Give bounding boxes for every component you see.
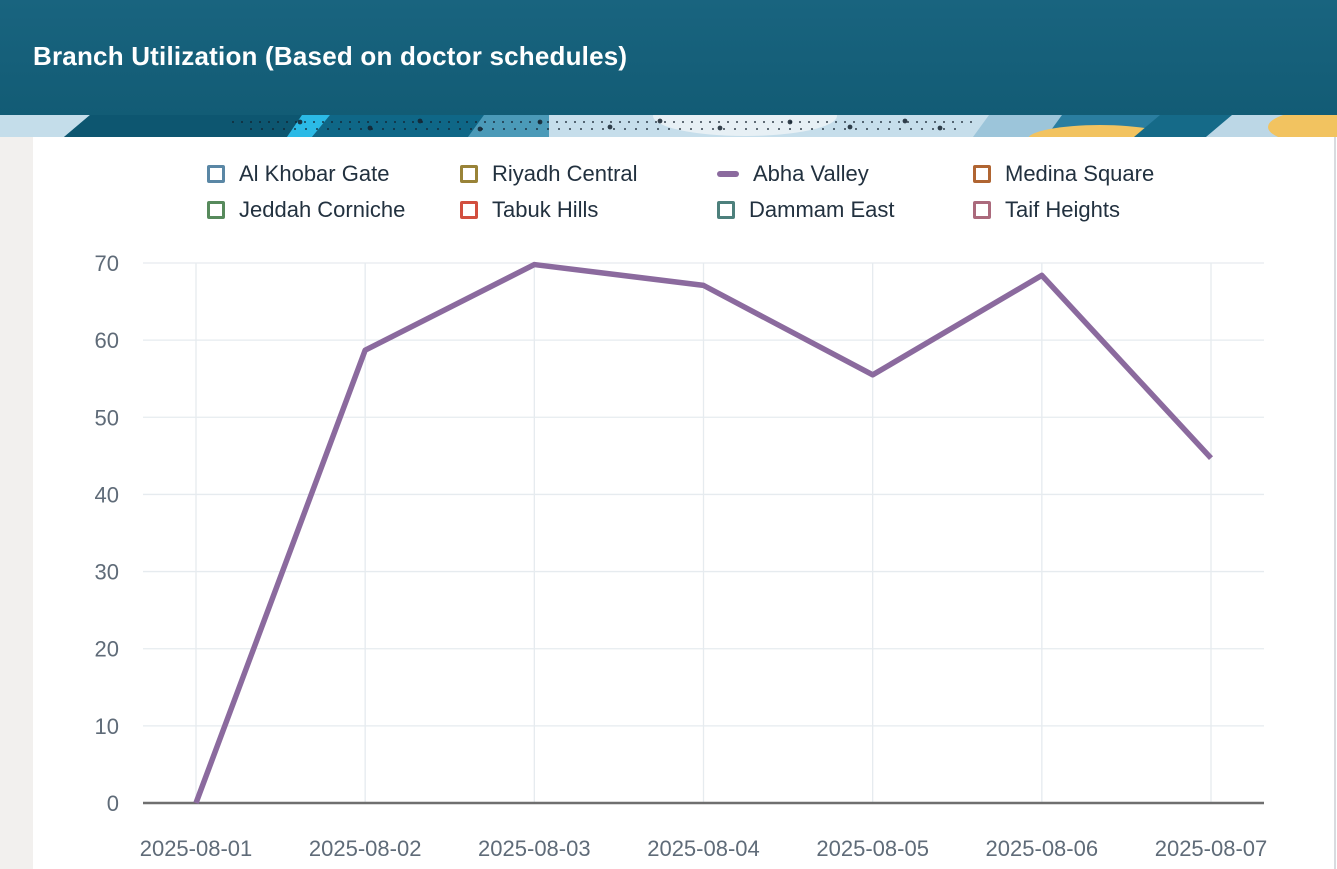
legend-item-riyadh-central[interactable]: Riyadh Central bbox=[460, 161, 717, 187]
legend-label: Jeddah Corniche bbox=[239, 197, 406, 222]
x-tick-label: 2025-08-06 bbox=[986, 836, 1099, 861]
legend-label: Medina Square bbox=[1005, 161, 1155, 186]
page-title: Branch Utilization (Based on doctor sche… bbox=[33, 41, 628, 71]
series-marker-icon bbox=[973, 165, 991, 183]
x-tick-label: 2025-08-02 bbox=[309, 836, 422, 861]
y-tick-label: 0 bbox=[107, 791, 119, 816]
legend-label: Tabuk Hills bbox=[492, 197, 599, 222]
legend-label: Taif Heights bbox=[1005, 197, 1120, 222]
y-tick-label: 60 bbox=[95, 328, 119, 353]
legend-item-medina-square[interactable]: Medina Square bbox=[973, 161, 1154, 187]
y-tick-label: 40 bbox=[95, 482, 119, 507]
series-marker-icon bbox=[717, 171, 739, 177]
y-tick-label: 20 bbox=[95, 637, 119, 662]
legend-item-al-khobar-gate[interactable]: Al Khobar Gate bbox=[207, 161, 460, 187]
series-marker-icon bbox=[717, 201, 735, 219]
y-tick-label: 30 bbox=[95, 560, 119, 585]
legend-item-taif-heights[interactable]: Taif Heights bbox=[973, 197, 1154, 223]
legend-item-jeddah-corniche[interactable]: Jeddah Corniche bbox=[207, 197, 460, 223]
legend-item-abha-valley[interactable]: Abha Valley bbox=[717, 161, 973, 187]
series-marker-icon bbox=[973, 201, 991, 219]
x-tick-label: 2025-08-04 bbox=[647, 836, 760, 861]
x-tick-label: 2025-08-07 bbox=[1155, 836, 1268, 861]
y-tick-label: 10 bbox=[95, 714, 119, 739]
legend-item-dammam-east[interactable]: Dammam East bbox=[717, 197, 973, 223]
line-chart: 0 10 20 30 40 50 60 70 2025-08-01 2025-08-02 2025-… bbox=[95, 251, 1268, 861]
y-tick-label: 70 bbox=[95, 251, 119, 276]
x-tick-label: 2025-08-03 bbox=[478, 836, 591, 861]
legend-item-tabuk-hills[interactable]: Tabuk Hills bbox=[460, 197, 717, 223]
x-tick-label: 2025-08-01 bbox=[140, 836, 253, 861]
series-line-abha-valley bbox=[193, 261, 1214, 804]
series-marker-icon bbox=[460, 201, 478, 219]
decorative-banner bbox=[0, 115, 1337, 137]
series-marker-icon bbox=[460, 165, 478, 183]
page-background: 0 10 20 30 40 50 60 70 2025-08-01 2025-08-02 2025-… bbox=[0, 137, 1337, 869]
legend-label: Al Khobar Gate bbox=[239, 161, 390, 186]
legend-label: Abha Valley bbox=[753, 161, 869, 186]
y-tick-label: 50 bbox=[95, 405, 119, 430]
legend-label: Riyadh Central bbox=[492, 161, 638, 186]
scrollbar-track[interactable] bbox=[1334, 137, 1336, 869]
series-marker-icon bbox=[207, 201, 225, 219]
x-tick-label: 2025-08-05 bbox=[816, 836, 929, 861]
series-marker-icon bbox=[207, 165, 225, 183]
chart-legend: Al Khobar Gate Riyadh Central Abha Valley M… bbox=[207, 161, 1154, 223]
region-header: Branch Utilization (Based on doctor sche… bbox=[0, 0, 1337, 137]
legend-label: Dammam East bbox=[749, 197, 895, 222]
chart-card: 0 10 20 30 40 50 60 70 2025-08-01 2025-08-02 2025-… bbox=[33, 137, 1337, 869]
